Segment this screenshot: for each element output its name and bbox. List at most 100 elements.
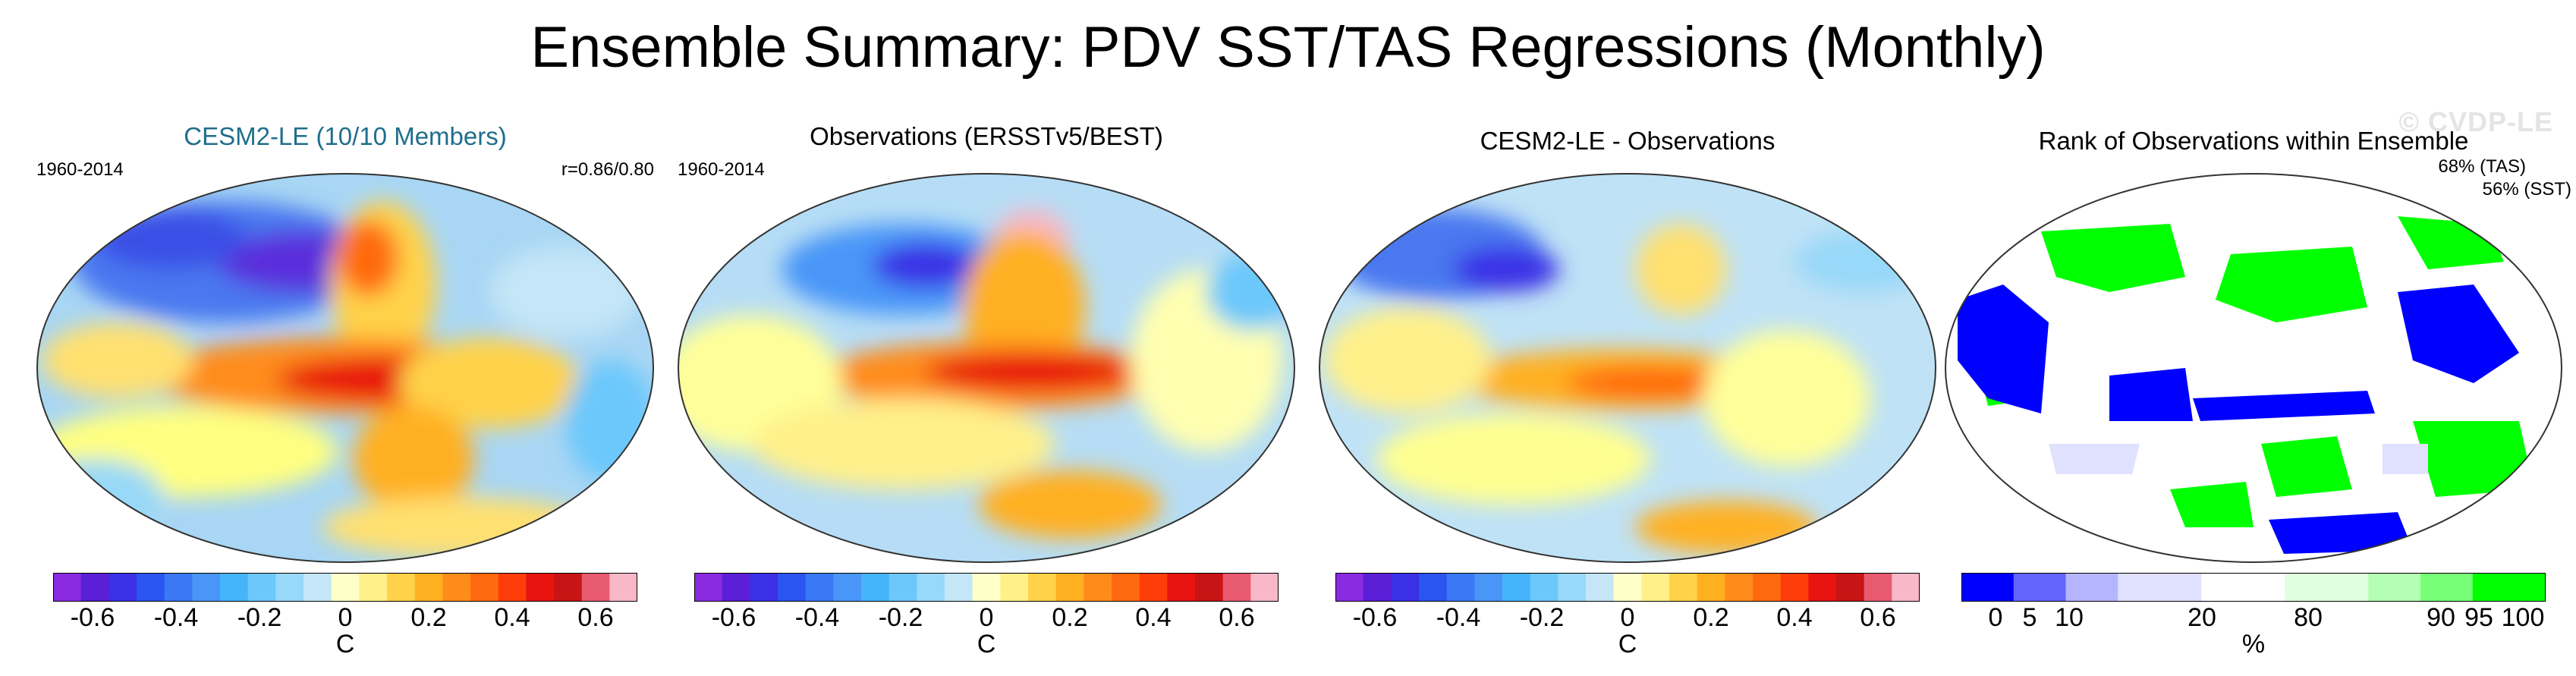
main-title: Ensemble Summary: PDV SST/TAS Regression… [530, 15, 2046, 80]
colorbar-swatch [1167, 573, 1196, 602]
colorbar-swatch [526, 573, 555, 602]
colorbar-border [694, 573, 1279, 602]
rank-tas: 68% (TAS) [2438, 156, 2526, 177]
tick-label: 0.6 [1860, 603, 1896, 632]
colorbar-swatch [220, 573, 249, 602]
colorbar-swatch [972, 573, 1001, 602]
panel-title: Observations (ERSSTv5/BEST) [810, 122, 1163, 150]
colorbar-swatch [1250, 573, 1279, 602]
colorbar-swatch [331, 573, 360, 602]
colorbar-swatch [1864, 573, 1892, 602]
rank-stats: 68% (TAS) 56% (SST) [2438, 156, 2571, 201]
colorbar-swatch [1112, 573, 1140, 602]
panel-observations: Observations (ERSSTv5/BEST) 1960-2014 [664, 114, 1309, 668]
colorbar-swatch [2420, 573, 2474, 602]
map-observations [678, 173, 1295, 563]
rank-sst: 56% (SST) [2482, 179, 2571, 200]
tick-label: 0.2 [1693, 603, 1729, 632]
colorbar-swatch [889, 573, 917, 602]
colorbar-swatch [414, 573, 443, 602]
colorbar-swatch [1530, 573, 1558, 602]
tick-label: -0.2 [878, 603, 923, 632]
colorbar-swatch [1446, 573, 1475, 602]
tick-label: 0.6 [1219, 603, 1255, 632]
colorbar-swatch [1139, 573, 1168, 602]
tick-label: 20 [2188, 603, 2216, 632]
colorbar-swatch [1028, 573, 1057, 602]
colorbar-swatch [554, 573, 583, 602]
colorbar-border [1335, 573, 1920, 602]
colorbar-swatch [275, 573, 304, 602]
colorbar-swatch [1836, 573, 1865, 602]
colorbar-swatch [1084, 573, 1112, 602]
colorbar-swatch [1586, 573, 1615, 602]
colorbar-swatch [2368, 573, 2421, 602]
colorbar-swatch [833, 573, 862, 602]
tick-label: 0.2 [410, 603, 447, 632]
unit-label: % [2241, 630, 2266, 659]
colorbar-swatch [387, 573, 416, 602]
colorbar-swatch [1195, 573, 1224, 602]
colorbar-swatch [1335, 573, 1364, 602]
colorbar-swatch [359, 573, 388, 602]
colorbar-swatch [609, 573, 637, 602]
colorbar-swatch [2201, 573, 2285, 602]
colorbar-swatch [137, 573, 165, 602]
panel-title: CESM2-LE (10/10 Members) [184, 122, 507, 150]
unit-label: C [335, 630, 355, 659]
colorbar-swatch [1808, 573, 1837, 602]
colorbar-swatch [442, 573, 471, 602]
colorbar-swatch [1391, 573, 1420, 602]
colorbar-swatch [694, 573, 723, 602]
colorbar-swatch [470, 573, 499, 602]
period-label: 1960-2014 [36, 159, 124, 180]
colorbar-swatch [1961, 573, 2015, 602]
colorbar-swatch [2118, 573, 2202, 602]
colorbar-swatch [722, 573, 750, 602]
colorbar-swatch [53, 573, 82, 602]
colorbar-swatch [1613, 573, 1642, 602]
colorbar-rank [1961, 573, 2546, 602]
colorbar-swatch [1000, 573, 1029, 602]
tick-label: 0 [1988, 603, 2003, 632]
tick-label: -0.2 [237, 603, 282, 632]
tick-label: 10 [2055, 603, 2084, 632]
colorbar-swatch [861, 573, 890, 602]
map-rank [1945, 173, 2562, 563]
unit-label: C [1618, 630, 1637, 659]
panel-title: Rank of Observations within Ensemble [2038, 127, 2469, 155]
colorbar-swatch [1474, 573, 1503, 602]
colorbar-swatch [109, 573, 137, 602]
colorbar-swatch [192, 573, 221, 602]
tick-label: 0 [1620, 603, 1635, 632]
colorbar-swatch [1669, 573, 1698, 602]
tick-label: -0.6 [711, 603, 756, 632]
tick-label: 0.2 [1052, 603, 1088, 632]
tick-label: 0.6 [577, 603, 614, 632]
colorbar-swatch [1419, 573, 1448, 602]
colorbar-swatch [1363, 573, 1392, 602]
colorbar-swatch [581, 573, 610, 602]
tick-label: -0.6 [1352, 603, 1398, 632]
colorbar-swatch [778, 573, 807, 602]
colorbar-c [53, 573, 637, 602]
colorbar-swatch [80, 573, 109, 602]
colorbar-swatch [1753, 573, 1782, 602]
colorbar-border [1961, 573, 2546, 602]
tick-label: 80 [2294, 603, 2323, 632]
tick-label: 0.4 [1776, 603, 1813, 632]
colorbar-swatch [2013, 573, 2066, 602]
correlation-label: r=0.86/0.80 [561, 159, 654, 180]
tick-label: -0.4 [153, 603, 199, 632]
tick-label: 0 [338, 603, 353, 632]
colorbar-swatch [1558, 573, 1587, 602]
colorbar-swatch [2285, 573, 2369, 602]
colorbar-swatch [750, 573, 778, 602]
colorbar-swatch [917, 573, 945, 602]
period-label: 1960-2014 [678, 159, 765, 180]
map-cesm2 [36, 173, 654, 563]
colorbar-c [694, 573, 1279, 602]
colorbar-swatch [805, 573, 834, 602]
panel-cesm2: CESM2-LE (10/10 Members) 1960-2014 r=0.8… [23, 114, 668, 668]
colorbar-swatch [1502, 573, 1531, 602]
